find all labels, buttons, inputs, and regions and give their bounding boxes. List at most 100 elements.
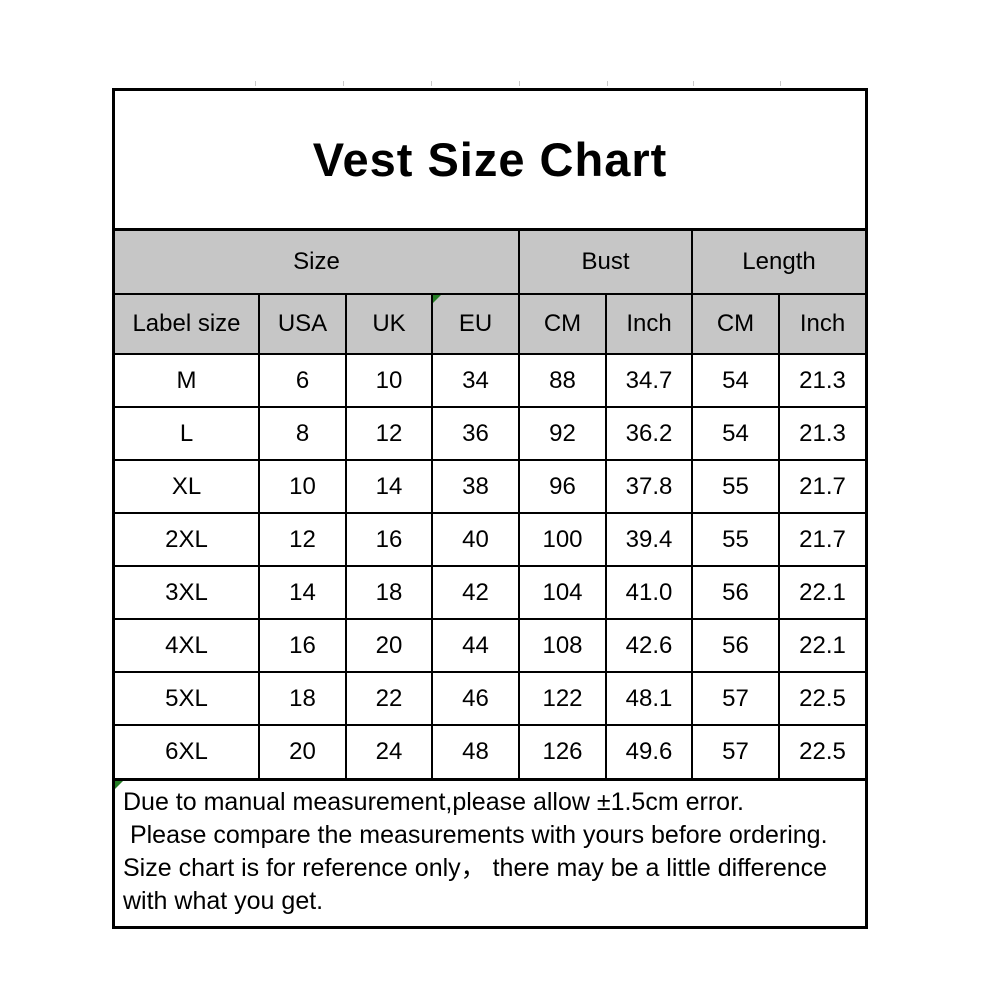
table-cell: 22.1 (778, 618, 865, 673)
table-cell: 34 (431, 353, 520, 408)
row-label: 3XL (115, 565, 260, 620)
table-cell: 16 (345, 512, 433, 567)
column-header-text: CM (716, 310, 755, 337)
table-cell: 22.5 (778, 671, 865, 726)
table-row-xl: XL 10 14 38 96 37.8 55 21.7 (115, 459, 865, 514)
table-cell: 21.7 (778, 459, 865, 514)
column-header-text: EU (458, 310, 493, 337)
gridline-tick (607, 81, 608, 86)
gridline-tick (519, 81, 520, 86)
table-cell: 37.8 (605, 459, 693, 514)
row-label: L (115, 406, 260, 461)
row-label: 2XL (115, 512, 260, 567)
table-cell: 42.6 (605, 618, 693, 673)
table-cell: 126 (518, 724, 607, 778)
row-label: M (115, 353, 260, 408)
table-cell: 36.2 (605, 406, 693, 461)
error-flag-icon (434, 296, 441, 303)
group-header-size: Size (115, 231, 520, 295)
table-row-4xl: 4XL 16 20 44 108 42.6 56 22.1 (115, 618, 865, 673)
note-line: Size chart is for reference only， there … (123, 854, 828, 882)
table-cell: 20 (345, 618, 433, 673)
row-label: XL (115, 459, 260, 514)
table-cell: 56 (691, 565, 780, 620)
table-row-m: M 6 10 34 88 34.7 54 21.3 (115, 353, 865, 408)
table-cell: 39.4 (605, 512, 693, 567)
gridline-tick (431, 81, 432, 86)
note-line: Due to manual measurement,please allow ±… (123, 788, 744, 816)
table-cell: 104 (518, 565, 607, 620)
row-label: 4XL (115, 618, 260, 673)
table-row-5xl: 5XL 18 22 46 122 48.1 57 22.5 (115, 671, 865, 726)
table-row-6xl: 6XL 20 24 48 126 49.6 57 22.5 (115, 724, 865, 778)
table-cell: 20 (258, 724, 347, 778)
table-cell: 96 (518, 459, 607, 514)
table-cell: 12 (345, 406, 433, 461)
table-cell: 42 (431, 565, 520, 620)
column-header-length-cm: CM (691, 293, 780, 355)
table-cell: 54 (691, 353, 780, 408)
column-header-bust-cm: CM (518, 293, 607, 355)
table-cell: 34.7 (605, 353, 693, 408)
gridline-tick (255, 81, 256, 86)
table-cell: 38 (431, 459, 520, 514)
table-cell: 55 (691, 512, 780, 567)
table-cell: 18 (258, 671, 347, 726)
chart-title: Vest Size Chart (115, 91, 865, 231)
row-label: 5XL (115, 671, 260, 726)
column-header-bust-inch: Inch (605, 293, 693, 355)
table-cell: 24 (345, 724, 433, 778)
table-cell: 100 (518, 512, 607, 567)
note-line: Please compare the measurements with you… (123, 821, 828, 849)
table-cell: 12 (258, 512, 347, 567)
table-cell: 18 (345, 565, 433, 620)
table-cell: 8 (258, 406, 347, 461)
column-header-text: Inch (799, 310, 846, 337)
table-cell: 55 (691, 459, 780, 514)
table-row-2xl: 2XL 12 16 40 100 39.4 55 21.7 (115, 512, 865, 567)
gridline-tick (780, 81, 781, 86)
column-header-text: UK (372, 310, 406, 337)
column-header-uk: UK (345, 293, 433, 355)
column-header-row: Label size USA UK EU CM Inch CM Inch (115, 293, 865, 355)
row-label: 6XL (115, 724, 260, 778)
table-cell: 57 (691, 671, 780, 726)
column-header-eu: EU (431, 293, 520, 355)
table-cell: 16 (258, 618, 347, 673)
table-cell: 88 (518, 353, 607, 408)
column-header-usa: USA (258, 293, 347, 355)
table-cell: 54 (691, 406, 780, 461)
column-header-text: Inch (626, 310, 672, 337)
table-cell: 6 (258, 353, 347, 408)
group-header-length: Length (691, 231, 865, 295)
table-cell: 48.1 (605, 671, 693, 726)
table-cell: 14 (258, 565, 347, 620)
table-cell: 22.5 (778, 724, 865, 778)
table-cell: 21.7 (778, 512, 865, 567)
table-cell: 36 (431, 406, 520, 461)
table-cell: 14 (345, 459, 433, 514)
table-cell: 40 (431, 512, 520, 567)
table-row-l: L 8 12 36 92 36.2 54 21.3 (115, 406, 865, 461)
table-cell: 44 (431, 618, 520, 673)
table-cell: 56 (691, 618, 780, 673)
table-cell: 108 (518, 618, 607, 673)
table-cell: 10 (258, 459, 347, 514)
gridline-tick (343, 81, 344, 86)
size-table: Size Bust Length Label size USA UK EU CM… (115, 231, 865, 778)
table-cell: 21.3 (778, 406, 865, 461)
column-header-text: Label size (132, 310, 241, 337)
group-header-row: Size Bust Length (115, 231, 865, 295)
table-cell: 46 (431, 671, 520, 726)
measurement-note: Due to manual measurement,please allow ±… (115, 778, 865, 926)
note-line: with what you get. (123, 887, 324, 915)
table-cell: 21.3 (778, 353, 865, 408)
table-cell: 41.0 (605, 565, 693, 620)
column-header-length-inch: Inch (778, 293, 865, 355)
table-cell: 57 (691, 724, 780, 778)
table-row-3xl: 3XL 14 18 42 104 41.0 56 22.1 (115, 565, 865, 620)
table-cell: 48 (431, 724, 520, 778)
table-cell: 10 (345, 353, 433, 408)
column-header-text: CM (543, 310, 582, 337)
